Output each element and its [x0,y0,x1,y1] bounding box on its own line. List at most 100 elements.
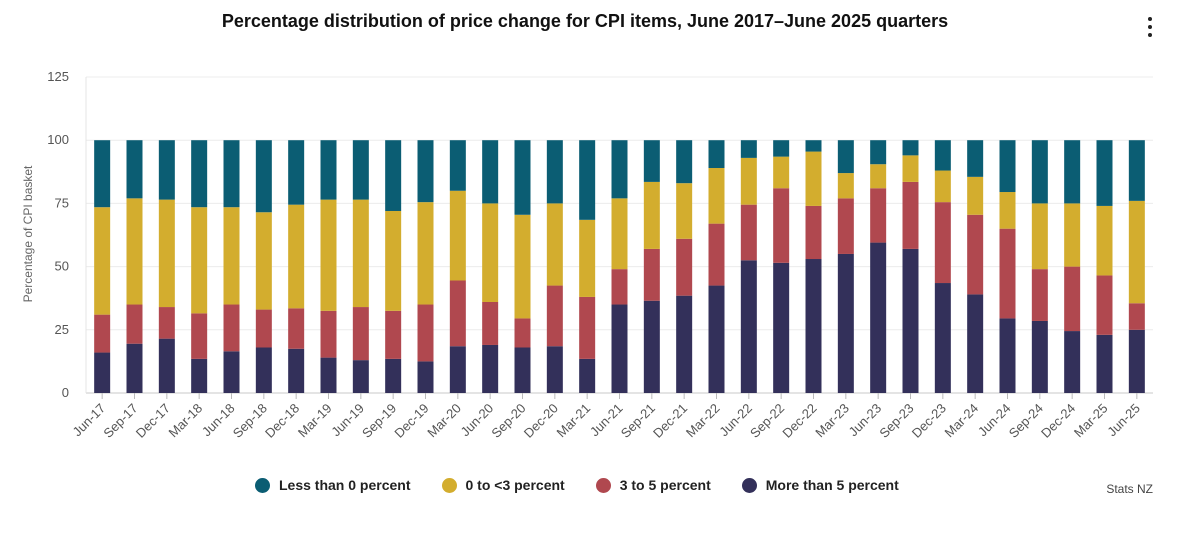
bar-segment[interactable] [94,314,111,353]
legend-item[interactable]: More than 5 percent [741,477,899,493]
bar-segment[interactable] [773,262,790,393]
bar-segment[interactable] [611,198,628,270]
bar-segment[interactable] [934,140,951,171]
bar-segment[interactable] [449,346,466,393]
bar-segment[interactable] [385,210,402,311]
bar-segment[interactable] [288,140,305,205]
bar-segment[interactable] [1064,140,1081,204]
bar-segment[interactable] [352,307,369,361]
bar-segment[interactable] [740,140,757,158]
bar-segment[interactable] [708,140,725,169]
bar-segment[interactable] [934,283,951,393]
legend-item[interactable]: Less than 0 percent [255,477,411,493]
bar-segment[interactable] [255,212,272,310]
bar-segment[interactable] [773,156,790,189]
bar-segment[interactable] [773,140,790,157]
bar-segment[interactable] [837,253,854,393]
bar-segment[interactable] [676,238,693,296]
bar-segment[interactable] [1128,200,1145,304]
bar-segment[interactable] [708,285,725,393]
bar-segment[interactable] [708,223,725,286]
bar-segment[interactable] [643,181,660,249]
bar-segment[interactable] [934,202,951,284]
bar-segment[interactable] [967,294,984,393]
bar-segment[interactable] [579,358,596,393]
bar-segment[interactable] [126,140,143,199]
bar-segment[interactable] [288,348,305,393]
bar-segment[interactable] [223,304,240,352]
bar-segment[interactable] [320,140,337,200]
bar-segment[interactable] [676,183,693,239]
bar-segment[interactable] [611,304,628,393]
bar-segment[interactable] [158,199,175,308]
bar-segment[interactable] [870,188,887,243]
bar-segment[interactable] [934,170,951,203]
bar-segment[interactable] [255,140,272,213]
bar-segment[interactable] [611,269,628,305]
bar-segment[interactable] [417,304,434,362]
bar-segment[interactable] [870,242,887,393]
bar-segment[interactable] [740,260,757,393]
bar-segment[interactable] [999,318,1016,393]
bar-segment[interactable] [126,343,143,393]
bar-segment[interactable] [223,140,240,208]
bar-segment[interactable] [1128,303,1145,330]
bar-segment[interactable] [1031,203,1048,270]
bar-segment[interactable] [902,248,919,393]
bar-segment[interactable] [191,313,208,359]
bar-segment[interactable] [967,140,984,177]
bar-segment[interactable] [352,140,369,200]
bar-segment[interactable] [837,198,854,254]
bar-segment[interactable] [449,190,466,281]
bar-segment[interactable] [126,198,143,305]
bar-segment[interactable] [158,338,175,393]
bar-segment[interactable] [676,295,693,393]
bar-segment[interactable] [837,140,854,174]
bar-segment[interactable] [870,164,887,189]
bar-segment[interactable] [417,361,434,393]
bar-segment[interactable] [805,151,822,206]
bar-segment[interactable] [223,351,240,393]
bar-segment[interactable] [676,140,693,184]
bar-segment[interactable] [288,308,305,349]
bar-segment[interactable] [1031,320,1048,393]
bar-segment[interactable] [870,140,887,165]
bar-segment[interactable] [320,199,337,311]
bar-segment[interactable] [417,140,434,203]
bar-segment[interactable] [999,140,1016,193]
bar-segment[interactable] [158,307,175,339]
bar-segment[interactable] [482,344,499,393]
bar-segment[interactable] [1031,140,1048,204]
bar-segment[interactable] [1096,140,1113,206]
bar-segment[interactable] [643,300,660,393]
bar-segment[interactable] [449,140,466,191]
bar-segment[interactable] [320,310,337,358]
bar-segment[interactable] [94,352,111,393]
bar-segment[interactable] [514,214,531,319]
bar-segment[interactable] [546,203,563,286]
bar-segment[interactable] [514,318,531,348]
bar-segment[interactable] [255,347,272,393]
bar-segment[interactable] [94,140,111,208]
bar-segment[interactable] [902,140,919,156]
bar-segment[interactable] [482,203,499,302]
bar-segment[interactable] [1064,203,1081,267]
bar-segment[interactable] [352,360,369,393]
more-options-icon[interactable] [1140,14,1160,42]
bar-segment[interactable] [740,157,757,205]
bar-segment[interactable] [1064,266,1081,332]
bar-segment[interactable] [482,301,499,345]
legend-item[interactable]: 0 to <3 percent [441,477,565,493]
bar-segment[interactable] [1096,205,1113,276]
bar-segment[interactable] [805,259,822,393]
bar-segment[interactable] [999,192,1016,229]
bar-segment[interactable] [805,205,822,260]
bar-segment[interactable] [385,140,402,211]
bar-segment[interactable] [191,207,208,314]
bar-segment[interactable] [255,309,272,348]
bar-segment[interactable] [902,155,919,182]
bar-segment[interactable] [546,285,563,347]
bar-segment[interactable] [773,188,790,263]
bar-segment[interactable] [191,358,208,393]
bar-segment[interactable] [482,140,499,204]
